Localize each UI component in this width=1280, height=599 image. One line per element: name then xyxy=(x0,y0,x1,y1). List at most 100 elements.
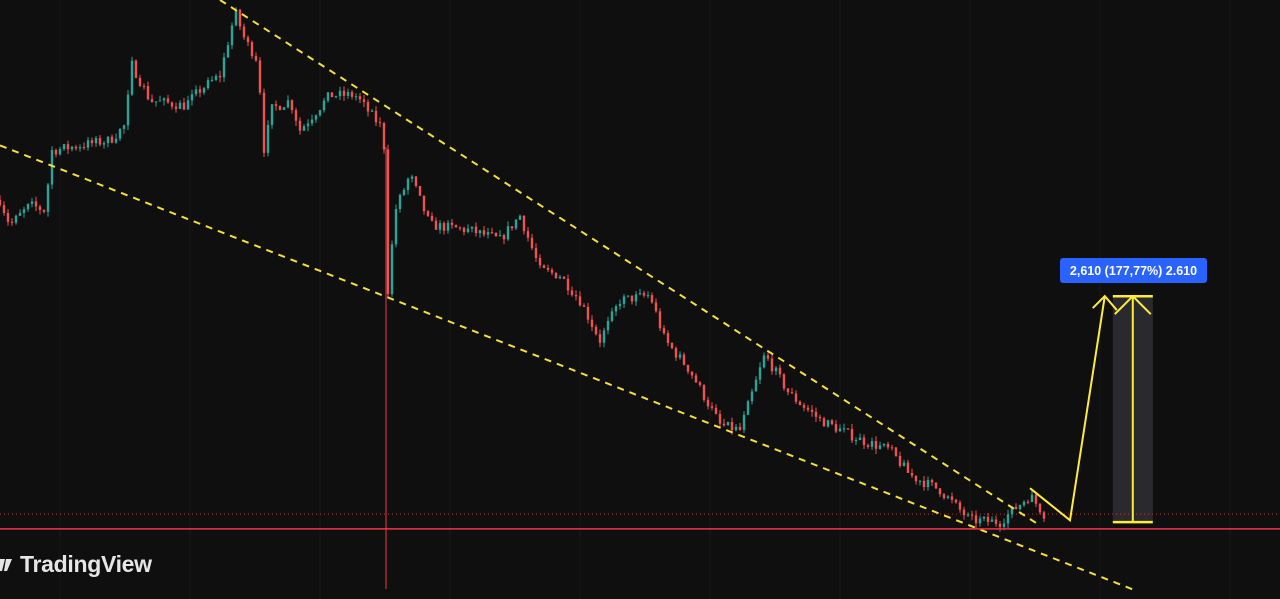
candle-body xyxy=(506,226,510,240)
candle-body xyxy=(142,85,146,87)
candle-body xyxy=(254,56,258,61)
candle-body xyxy=(782,374,786,389)
candle-body xyxy=(550,269,554,273)
candle-body xyxy=(290,100,294,111)
candle-body xyxy=(862,437,866,446)
candle-body xyxy=(86,140,90,148)
projection-arrowhead xyxy=(1092,294,1118,311)
candle-body xyxy=(882,443,886,446)
candle-body xyxy=(798,401,802,405)
candle-body xyxy=(374,110,378,123)
candle-body xyxy=(262,92,266,153)
candle-body xyxy=(858,437,862,441)
candle-body xyxy=(202,88,206,93)
candle-body xyxy=(130,60,134,95)
candle-body xyxy=(834,424,838,432)
candle-body xyxy=(334,96,338,98)
candle-body xyxy=(474,226,478,234)
candle-body xyxy=(662,328,666,334)
candle-body xyxy=(558,276,562,279)
candle-body xyxy=(574,295,578,297)
candle-body xyxy=(994,519,998,524)
candle-body xyxy=(166,98,170,103)
candle-body xyxy=(78,147,82,149)
candle-body xyxy=(266,124,270,153)
candle-body xyxy=(594,326,598,335)
candle-body xyxy=(978,518,982,524)
candle-body xyxy=(578,296,582,306)
candle-body xyxy=(950,496,954,500)
candle-body xyxy=(890,447,894,449)
candle-body xyxy=(426,211,430,216)
candle-body xyxy=(918,480,922,482)
candle-body xyxy=(822,418,826,427)
candle-body xyxy=(458,227,462,229)
candle-body xyxy=(958,502,962,510)
candle-body xyxy=(602,330,606,343)
candle-body xyxy=(674,348,678,358)
candle-body xyxy=(542,265,546,268)
candle-body xyxy=(314,115,318,120)
candle-body xyxy=(162,98,166,101)
candle-body xyxy=(614,306,618,312)
candle-body xyxy=(498,235,502,237)
candle-body xyxy=(174,106,178,109)
candle-body xyxy=(1038,503,1042,513)
candle-body xyxy=(658,311,662,329)
candle-body xyxy=(818,416,822,419)
candle-body xyxy=(134,60,138,78)
candle-body xyxy=(738,426,742,430)
candle-body xyxy=(246,37,250,43)
candle-body xyxy=(750,391,754,402)
candle-body xyxy=(138,77,142,86)
candle-body xyxy=(74,146,78,149)
candle-body xyxy=(354,96,358,98)
candle-body xyxy=(714,407,718,414)
candle-body xyxy=(182,102,186,110)
candle-body xyxy=(486,232,490,235)
candle-body xyxy=(802,404,806,408)
candle-body xyxy=(350,92,354,97)
candle-body xyxy=(502,235,506,240)
candle-body xyxy=(874,441,878,449)
candle-body xyxy=(770,358,774,372)
candle-body xyxy=(1026,501,1030,503)
candle-body xyxy=(402,189,406,195)
candle-body xyxy=(0,199,2,206)
candle-body xyxy=(214,75,218,80)
candle-body xyxy=(638,293,642,295)
candle-body xyxy=(62,144,66,150)
candle-body xyxy=(438,223,442,230)
candle-body xyxy=(466,228,470,233)
candle-body xyxy=(338,90,342,97)
candle-body xyxy=(910,472,914,476)
candle-body xyxy=(114,138,118,143)
candle-body xyxy=(434,220,438,230)
candle-body xyxy=(1042,512,1046,519)
candle-body xyxy=(590,319,594,327)
candle-body xyxy=(778,367,782,375)
candle-body xyxy=(650,295,654,303)
candle-body xyxy=(946,496,950,498)
candle-body xyxy=(1014,506,1018,510)
candle-body xyxy=(258,60,262,93)
candle-body xyxy=(470,226,474,229)
candle-body xyxy=(310,119,314,124)
candle-body xyxy=(82,147,86,149)
candle-body xyxy=(206,80,210,89)
candle-body xyxy=(626,295,630,297)
candle-body xyxy=(982,516,986,519)
candle-body xyxy=(238,9,242,27)
tradingview-logo: TradingView xyxy=(0,551,152,578)
candle-body xyxy=(758,367,762,380)
candle-body xyxy=(570,290,574,296)
candle-body xyxy=(998,523,1002,527)
candle-body xyxy=(382,123,386,150)
candle-body xyxy=(554,272,558,279)
candle-body xyxy=(850,429,854,441)
candle-body xyxy=(450,222,454,226)
candle-body xyxy=(66,144,70,150)
candle-body xyxy=(230,25,234,46)
